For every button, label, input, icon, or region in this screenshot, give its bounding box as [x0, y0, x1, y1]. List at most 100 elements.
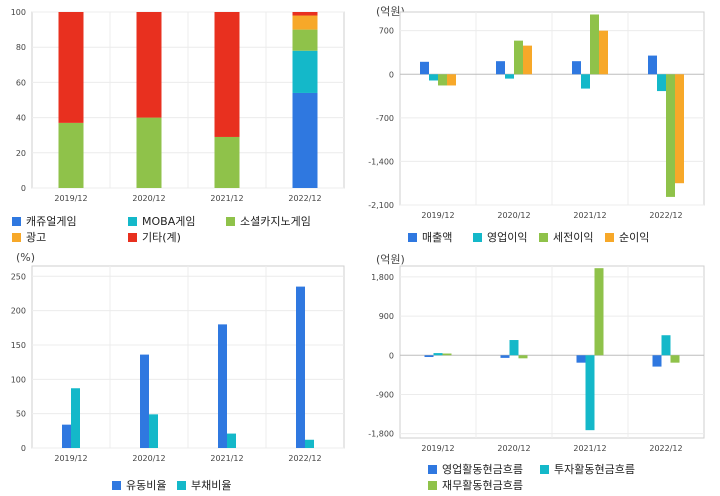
- x-tick-label: 2019/12: [421, 211, 454, 220]
- legend-label: 영업활동현금흐름: [442, 463, 523, 476]
- x-tick-label: 2022/12: [288, 454, 321, 463]
- y-tick-label: 150: [11, 341, 26, 350]
- bar: [58, 12, 84, 123]
- x-tick-label: 2019/12: [54, 454, 87, 463]
- legend-swatch: [177, 480, 186, 490]
- bar: [420, 61, 429, 75]
- legend-label: 세전이익: [553, 231, 594, 244]
- x-tick-label: 2021/12: [573, 444, 606, 453]
- revenue-mix-plot: 0 20 40 60 80 100 2019/12 2020/12 2021/12 2022/12: [11, 8, 345, 203]
- legend-item: 매출액: [408, 229, 452, 245]
- legend-item: 부채비율: [177, 477, 231, 493]
- bar: [661, 335, 671, 356]
- bar: [149, 414, 158, 448]
- legend-swatch: [473, 232, 482, 242]
- y-tick-label: 80: [16, 43, 26, 52]
- bar: [442, 353, 452, 356]
- legend-swatch: [428, 480, 437, 490]
- bar: [581, 74, 590, 89]
- y-tick-label: 200: [11, 307, 26, 316]
- bar: [585, 355, 595, 431]
- bar: [292, 15, 318, 30]
- bar: [505, 74, 514, 79]
- x-tick-label: 2019/12: [421, 444, 454, 453]
- ratio-chart: (%) 0 50 100 150 200 250 2019/12 2020/12 2021/12…: [0, 248, 360, 496]
- legend-label: MOBA게임: [142, 215, 196, 228]
- bar: [648, 55, 657, 75]
- bar: [496, 61, 505, 75]
- y-tick-label: -1,400: [368, 157, 394, 166]
- y-tick-label: 50: [16, 410, 26, 419]
- bar: [136, 117, 162, 188]
- ratio-legend: 유동비율 부채비율: [0, 248, 360, 496]
- bar: [71, 388, 80, 448]
- y-tick-label: 0: [389, 351, 394, 360]
- unit-label: (억원): [376, 253, 405, 266]
- legend-swatch: [12, 232, 21, 242]
- y-tick-label: -900: [376, 390, 394, 399]
- legend-item: 캐쥬얼게임: [12, 213, 77, 229]
- legend-swatch: [539, 232, 548, 242]
- bar: [666, 74, 675, 197]
- x-tick-label: 2021/12: [210, 194, 243, 203]
- bar: [140, 354, 149, 448]
- bar: [447, 74, 456, 86]
- y-tick-label: 60: [16, 78, 26, 87]
- x-tick-label: 2022/12: [649, 211, 682, 220]
- legend-label: 투자활동현금흐름: [554, 463, 635, 476]
- legend-item: 유동비율: [112, 477, 166, 493]
- y-tick-label: 900: [379, 312, 394, 321]
- bar: [514, 40, 523, 75]
- legend-label: 유동비율: [126, 479, 167, 492]
- bar: [572, 61, 581, 75]
- x-tick-label: 2022/12: [649, 444, 682, 453]
- bar: [296, 286, 305, 448]
- y-tick-label: 100: [11, 375, 26, 384]
- income-chart: (억원) -2,100 -1,400 -700 0 700 2019/12 2020/12 2…: [360, 0, 720, 248]
- x-tick-label: 2019/12: [54, 194, 87, 203]
- legend-item: 재무활동현금흐름: [428, 477, 523, 493]
- y-tick-label: 0: [21, 444, 26, 453]
- bar: [292, 50, 318, 93]
- legend-label: 재무활동현금흐름: [442, 479, 523, 492]
- y-tick-label: 250: [11, 272, 26, 281]
- bar: [136, 12, 162, 118]
- y-tick-label: 1,800: [371, 273, 394, 282]
- legend-swatch: [408, 232, 417, 242]
- bar: [292, 29, 318, 51]
- legend-label: 순이익: [619, 231, 650, 244]
- legend-swatch: [605, 232, 614, 242]
- legend-swatch: [112, 480, 121, 490]
- legend-item: 투자활동현금흐름: [540, 461, 635, 477]
- y-tick-label: 0: [389, 70, 394, 79]
- legend-item: 소셜카지노게임: [226, 213, 311, 229]
- bar: [518, 355, 528, 359]
- x-tick-label: 2020/12: [497, 211, 530, 220]
- bar: [657, 74, 666, 92]
- bar: [62, 424, 71, 448]
- ratio-plot: 0 50 100 150 200 250 2019/12 2020/12 2021/12 2022…: [11, 265, 345, 463]
- cashflow-chart: (억원) -1,800 -900 0 900 1,800 2019/12 2020/12 20…: [360, 248, 720, 496]
- legend-swatch: [128, 232, 137, 242]
- legend-label: 영업이익: [487, 231, 528, 244]
- legend-swatch: [540, 464, 549, 474]
- legend-item: 순이익: [605, 229, 649, 245]
- income-plot: -2,100 -1,400 -700 0 700 2019/12 2020/12 2021/1…: [368, 11, 705, 220]
- revenue-mix-chart: 0 20 40 60 80 100 2019/12 2020/12 2021/12 2022/12…: [0, 0, 360, 248]
- x-tick-label: 2022/12: [288, 194, 321, 203]
- unit-label: (%): [16, 251, 36, 264]
- y-tick-label: 0: [21, 184, 26, 193]
- legend-item: 기타(계): [128, 229, 181, 245]
- income-legend: 매출액 영업이익 세전이익 순이익: [360, 0, 720, 248]
- bar: [576, 355, 586, 363]
- bar: [424, 355, 434, 358]
- legend-swatch: [12, 216, 21, 226]
- legend-item: 영업활동현금흐름: [428, 461, 523, 477]
- bar: [670, 355, 680, 363]
- legend-label: 소셜카지노게임: [240, 215, 311, 228]
- bar: [594, 268, 604, 356]
- legend-label: 부채비율: [191, 479, 232, 492]
- bar: [599, 30, 608, 75]
- y-tick-label: 100: [11, 8, 26, 17]
- cashflow-plot: -1,800 -900 0 900 1,800 2019/12 2020/12 2021/12…: [368, 265, 705, 453]
